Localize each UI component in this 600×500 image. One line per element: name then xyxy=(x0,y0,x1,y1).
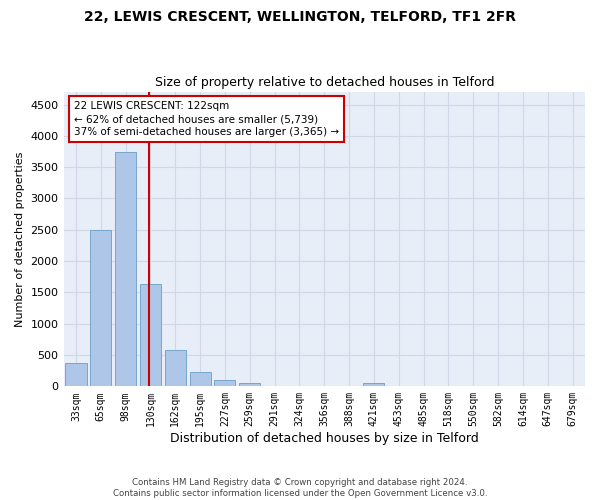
Y-axis label: Number of detached properties: Number of detached properties xyxy=(15,152,25,327)
Title: Size of property relative to detached houses in Telford: Size of property relative to detached ho… xyxy=(155,76,494,90)
Text: 22 LEWIS CRESCENT: 122sqm
← 62% of detached houses are smaller (5,739)
37% of se: 22 LEWIS CRESCENT: 122sqm ← 62% of detac… xyxy=(74,101,339,138)
Bar xyxy=(239,382,260,386)
Text: 22, LEWIS CRESCENT, WELLINGTON, TELFORD, TF1 2FR: 22, LEWIS CRESCENT, WELLINGTON, TELFORD,… xyxy=(84,10,516,24)
Bar xyxy=(214,380,235,386)
Bar xyxy=(165,350,186,387)
Bar xyxy=(115,152,136,386)
Bar xyxy=(90,230,112,386)
Bar xyxy=(65,363,86,386)
Text: Contains HM Land Registry data © Crown copyright and database right 2024.
Contai: Contains HM Land Registry data © Crown c… xyxy=(113,478,487,498)
Bar xyxy=(140,284,161,387)
X-axis label: Distribution of detached houses by size in Telford: Distribution of detached houses by size … xyxy=(170,432,479,445)
Bar xyxy=(364,382,385,386)
Bar xyxy=(190,372,211,386)
